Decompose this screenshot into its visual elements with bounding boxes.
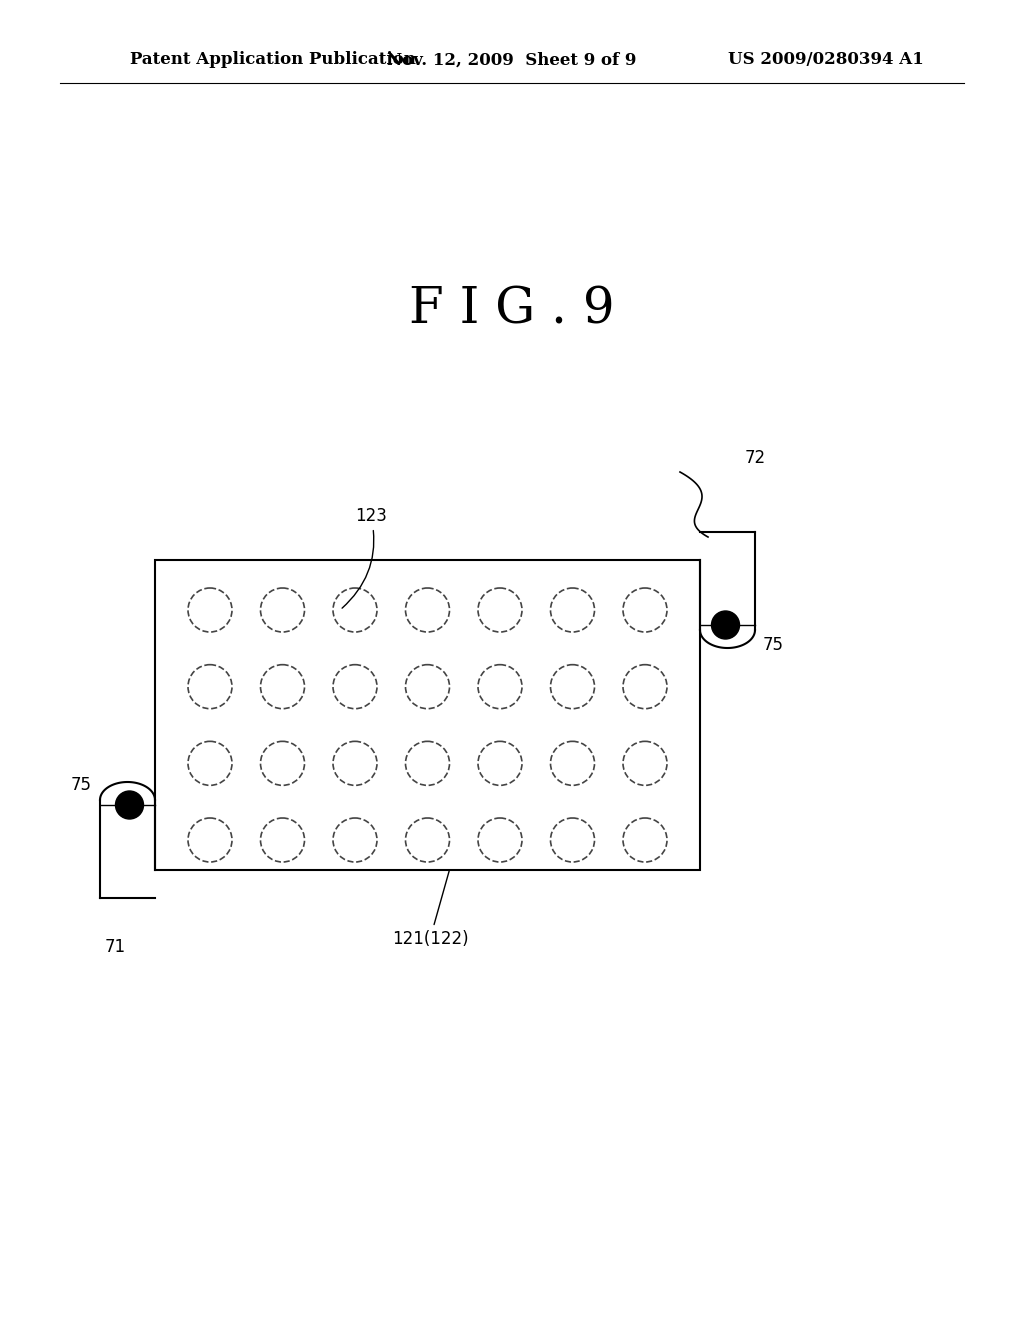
- Circle shape: [188, 587, 232, 632]
- Text: 123: 123: [342, 507, 387, 609]
- Circle shape: [333, 587, 377, 632]
- Text: Nov. 12, 2009  Sheet 9 of 9: Nov. 12, 2009 Sheet 9 of 9: [387, 51, 637, 69]
- Circle shape: [712, 611, 739, 639]
- Text: Patent Application Publication: Patent Application Publication: [130, 51, 416, 69]
- Circle shape: [188, 665, 232, 709]
- Circle shape: [623, 587, 667, 632]
- Circle shape: [551, 665, 595, 709]
- Circle shape: [333, 818, 377, 862]
- Text: 75: 75: [71, 776, 92, 795]
- Circle shape: [406, 665, 450, 709]
- Circle shape: [551, 818, 595, 862]
- Circle shape: [406, 742, 450, 785]
- Circle shape: [478, 665, 522, 709]
- Circle shape: [406, 587, 450, 632]
- Circle shape: [333, 742, 377, 785]
- Circle shape: [188, 818, 232, 862]
- Bar: [155, 560, 700, 870]
- Circle shape: [260, 742, 304, 785]
- Circle shape: [623, 742, 667, 785]
- Circle shape: [623, 818, 667, 862]
- Circle shape: [260, 818, 304, 862]
- Text: 71: 71: [105, 939, 126, 956]
- Text: 72: 72: [745, 449, 766, 467]
- Circle shape: [406, 818, 450, 862]
- Circle shape: [188, 742, 232, 785]
- Circle shape: [478, 742, 522, 785]
- Circle shape: [116, 791, 143, 818]
- Text: US 2009/0280394 A1: US 2009/0280394 A1: [728, 51, 924, 69]
- Text: F I G . 9: F I G . 9: [410, 285, 614, 335]
- Text: 75: 75: [763, 636, 784, 653]
- Circle shape: [478, 818, 522, 862]
- Text: 121(122): 121(122): [392, 871, 468, 948]
- Circle shape: [260, 587, 304, 632]
- Circle shape: [333, 665, 377, 709]
- Circle shape: [551, 742, 595, 785]
- Circle shape: [478, 587, 522, 632]
- Circle shape: [551, 587, 595, 632]
- Circle shape: [623, 665, 667, 709]
- Circle shape: [260, 665, 304, 709]
